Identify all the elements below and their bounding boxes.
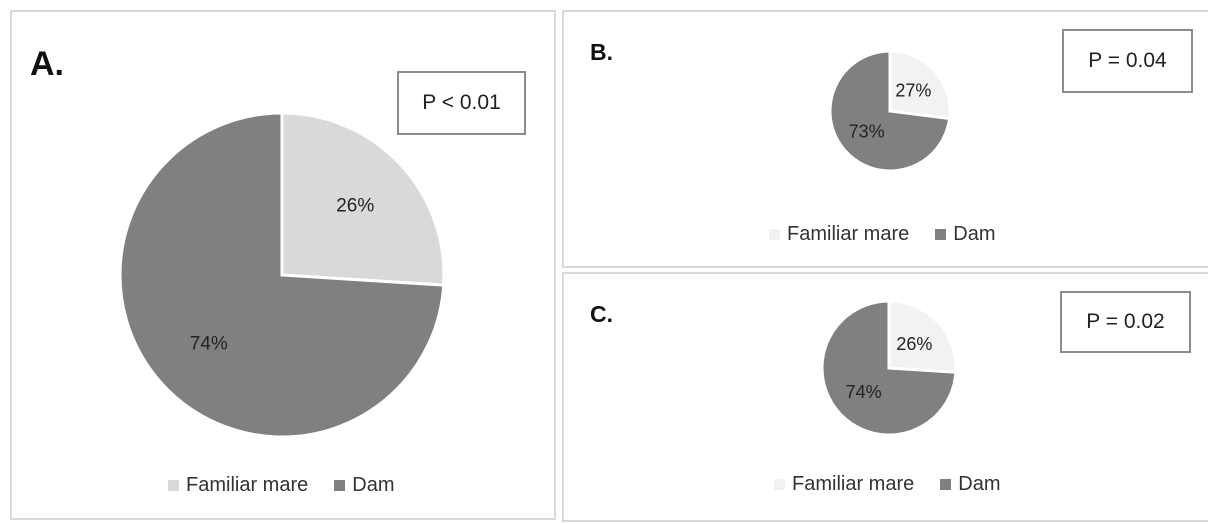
legend-label: Dam bbox=[958, 473, 1001, 495]
legend-label: Dam bbox=[352, 474, 395, 496]
p-value-box: P = 0.04 bbox=[1062, 29, 1193, 93]
data-label: 27% bbox=[895, 80, 931, 100]
p-value-text: P < 0.01 bbox=[422, 91, 501, 114]
panel-label: C. bbox=[590, 301, 613, 327]
pie-chart: 26% 74% bbox=[118, 111, 446, 439]
legend-swatch-familiar-mare bbox=[168, 480, 179, 491]
legend-swatch-dam bbox=[334, 480, 346, 491]
panel-label: B. bbox=[590, 39, 613, 65]
chart-panel-a: A. P < 0.01 26% 74% Familiar mare Dam bbox=[10, 10, 556, 520]
p-value-text: P = 0.02 bbox=[1086, 310, 1165, 333]
pie-slice-familiar-mare bbox=[888, 49, 952, 121]
data-label: 74% bbox=[190, 333, 228, 354]
pie-slice-dam bbox=[828, 49, 952, 173]
legend-item-familiar-mare: Familiar mare bbox=[774, 473, 914, 496]
legend: Familiar mare Dam bbox=[168, 474, 394, 497]
legend: Familiar mare Dam bbox=[774, 473, 1000, 496]
panel-label: A. bbox=[30, 45, 64, 83]
pie-slice-dam bbox=[118, 111, 446, 439]
pie-slice-familiar-mare bbox=[280, 111, 446, 287]
data-label: 74% bbox=[846, 382, 882, 402]
legend-swatch-familiar-mare bbox=[774, 479, 785, 490]
legend-label: Familiar mare bbox=[792, 473, 915, 495]
pie-slice-dam bbox=[820, 299, 958, 437]
legend-swatch-familiar-mare bbox=[769, 229, 780, 240]
pie-chart: 27% 73% bbox=[828, 49, 952, 173]
legend: Familiar mare Dam bbox=[769, 223, 995, 246]
data-label: 26% bbox=[896, 334, 932, 354]
legend-label: Familiar mare bbox=[787, 223, 910, 245]
p-value-text: P = 0.04 bbox=[1088, 49, 1167, 72]
chart-panel-c: C. P = 0.02 26% 74% Familiar mare Dam bbox=[562, 272, 1208, 522]
legend-item-dam: Dam bbox=[940, 473, 1000, 496]
legend-swatch-dam bbox=[940, 479, 952, 490]
data-label: 73% bbox=[849, 122, 885, 142]
chart-panel-b: B. P = 0.04 27% 73% Familiar mare Dam bbox=[562, 10, 1208, 268]
p-value-box: P < 0.01 bbox=[397, 71, 526, 135]
legend-label: Dam bbox=[953, 223, 996, 245]
p-value-box: P = 0.02 bbox=[1060, 291, 1191, 353]
pie-chart: 26% 74% bbox=[820, 299, 958, 437]
legend-item-familiar-mare: Familiar mare bbox=[168, 474, 308, 497]
legend-item-familiar-mare: Familiar mare bbox=[769, 223, 909, 246]
legend-item-dam: Dam bbox=[334, 474, 394, 497]
pie-slice-familiar-mare bbox=[887, 299, 958, 374]
legend-swatch-dam bbox=[935, 229, 947, 240]
data-label: 26% bbox=[336, 196, 374, 217]
legend-item-dam: Dam bbox=[935, 223, 995, 246]
legend-label: Familiar mare bbox=[186, 474, 309, 496]
